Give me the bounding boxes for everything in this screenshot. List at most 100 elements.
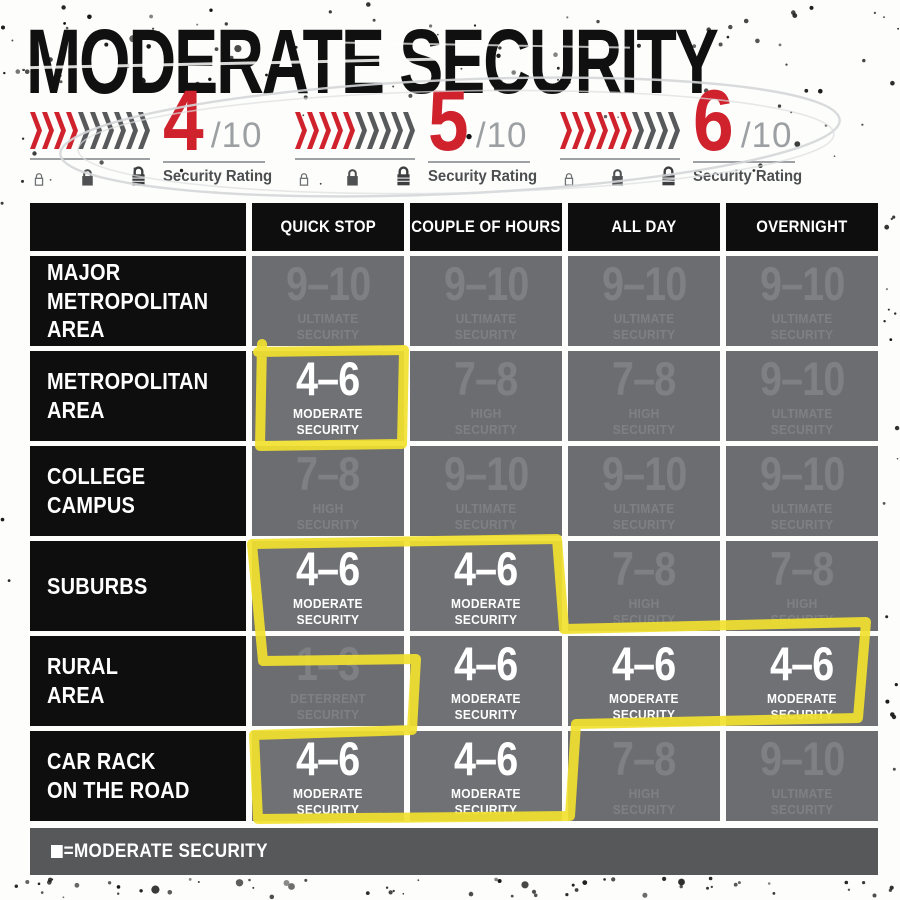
table-cell: 9–10 ULTIMATE SECURITY bbox=[568, 446, 720, 536]
chevron-gray-icon bbox=[138, 112, 150, 149]
ratings-row: 4/10 Security Rating 5/10 Security Rating 6/… bbox=[30, 73, 802, 187]
rating-value: 6 bbox=[693, 73, 734, 169]
chevron-red-icon bbox=[620, 112, 632, 149]
chevron-gray-icon bbox=[90, 112, 102, 149]
chevron-red-icon bbox=[307, 112, 319, 149]
cell-level: MODERATE SECURITY bbox=[293, 786, 363, 817]
row-header: MAJOR METROPOLITAN AREA bbox=[30, 256, 246, 346]
rating-caption: Security Rating bbox=[163, 168, 273, 185]
table-cell: 4–6 MODERATE SECURITY bbox=[410, 541, 562, 631]
table-cell: 4–6 MODERATE SECURITY bbox=[252, 541, 404, 631]
table-cell: 7–8 HIGH SECURITY bbox=[568, 541, 720, 631]
column-header: QUICK STOP bbox=[252, 203, 404, 251]
divider-line bbox=[560, 158, 680, 160]
padlock-icon bbox=[397, 166, 410, 186]
cell-range: 7–8 bbox=[770, 542, 834, 596]
chevron-gray-icon bbox=[644, 112, 656, 149]
chevron-band bbox=[30, 112, 150, 149]
rating-caption: Security Rating bbox=[428, 168, 538, 185]
chevron-gray-icon bbox=[668, 112, 680, 149]
cell-level: MODERATE SECURITY bbox=[451, 786, 521, 817]
table-cell: 9–10 ULTIMATE SECURITY bbox=[726, 446, 878, 536]
cell-range: 4–6 bbox=[770, 637, 834, 691]
rating-group: 5/10 Security Rating bbox=[295, 73, 538, 187]
chevron-red-icon bbox=[30, 112, 42, 149]
chevron-band bbox=[295, 112, 415, 149]
table-cell: 7–8 HIGH SECURITY bbox=[568, 731, 720, 821]
row-header-label: RURAL AREA bbox=[47, 653, 119, 708]
chevron-red-icon bbox=[42, 112, 54, 149]
column-header-label: OVERNIGHT bbox=[756, 217, 848, 236]
chevron-red-icon bbox=[54, 112, 66, 149]
column-header-label: COUPLE OF HOURS bbox=[411, 217, 561, 236]
chevron-gray-icon bbox=[403, 112, 415, 149]
rating-number-row: 4/10 bbox=[163, 73, 265, 169]
table-cell: 9–10 ULTIMATE SECURITY bbox=[568, 256, 720, 346]
row-header-label: CAR RACK ON THE ROAD bbox=[47, 748, 190, 803]
table-cell: 7–8 HIGH SECURITY bbox=[252, 446, 404, 536]
cell-range: 4–6 bbox=[454, 637, 518, 691]
row-header: RURAL AREA bbox=[30, 636, 246, 726]
table-cell: 4–6 MODERATE SECURITY bbox=[252, 351, 404, 441]
cell-level: DETERRENT SECURITY bbox=[290, 691, 366, 722]
rating-number-column: 4/10 Security Rating bbox=[163, 73, 273, 187]
row-header: CAR RACK ON THE ROAD bbox=[30, 731, 246, 821]
rating-chevron-column bbox=[560, 112, 680, 187]
rating-group: 6/10 Security Rating bbox=[560, 73, 802, 187]
corner-header-cell bbox=[30, 203, 246, 251]
cell-range: 1–3 bbox=[296, 637, 360, 691]
padlock-icon bbox=[34, 173, 44, 186]
rating-denominator: /10 bbox=[740, 116, 793, 155]
table-cell: 1–3 DETERRENT SECURITY bbox=[252, 636, 404, 726]
table-cell: 4–6 MODERATE SECURITY bbox=[568, 636, 720, 726]
legend-label: =MODERATE SECURITY bbox=[63, 840, 268, 862]
table-cell: 7–8 HIGH SECURITY bbox=[568, 351, 720, 441]
table-cell: 9–10 ULTIMATE SECURITY bbox=[726, 351, 878, 441]
chevron-gray-icon bbox=[126, 112, 138, 149]
chevron-gray-icon bbox=[102, 112, 114, 149]
chevron-gray-icon bbox=[355, 112, 367, 149]
cell-level: MODERATE SECURITY bbox=[293, 406, 363, 437]
chevron-red-icon bbox=[319, 112, 331, 149]
cell-level: MODERATE SECURITY bbox=[767, 691, 837, 722]
table-cell: 4–6 MODERATE SECURITY bbox=[726, 636, 878, 726]
table-cell: 7–8 HIGH SECURITY bbox=[726, 541, 878, 631]
chevron-red-icon bbox=[560, 112, 572, 149]
cell-range: 4–6 bbox=[296, 732, 360, 786]
cell-level: ULTIMATE SECURITY bbox=[454, 501, 518, 532]
rating-value: 5 bbox=[428, 73, 469, 169]
table-cell: 4–6 MODERATE SECURITY bbox=[410, 636, 562, 726]
cell-level: ULTIMATE SECURITY bbox=[770, 311, 834, 342]
cell-range: 4–6 bbox=[296, 352, 360, 406]
cell-level: HIGH SECURITY bbox=[612, 596, 676, 627]
cell-range: 7–8 bbox=[296, 447, 360, 501]
row-header-label: MAJOR METROPOLITAN AREA bbox=[47, 259, 209, 343]
cell-level: HIGH SECURITY bbox=[612, 406, 676, 437]
security-table: QUICK STOP COUPLE OF HOURS ALL DAY OVERNIGH… bbox=[30, 203, 878, 821]
cell-range: 4–6 bbox=[296, 542, 360, 596]
cell-level: HIGH SECURITY bbox=[454, 406, 518, 437]
cell-range: 7–8 bbox=[612, 732, 676, 786]
cell-range: 9–10 bbox=[759, 352, 845, 406]
padlock-icon bbox=[347, 169, 358, 186]
cell-range: 7–8 bbox=[612, 352, 676, 406]
row-header-label: SUBURBS bbox=[47, 572, 148, 599]
chevron-gray-icon bbox=[391, 112, 403, 149]
rating-number-row: 5/10 bbox=[428, 73, 530, 169]
chevron-red-icon bbox=[596, 112, 608, 149]
chevron-red-icon bbox=[343, 112, 355, 149]
cell-range: 9–10 bbox=[601, 257, 687, 311]
rating-chevron-column bbox=[30, 112, 150, 187]
table-cell: 9–10 ULTIMATE SECURITY bbox=[410, 446, 562, 536]
rating-number-column: 5/10 Security Rating bbox=[428, 73, 538, 187]
cell-range: 9–10 bbox=[443, 447, 529, 501]
cell-range: 4–6 bbox=[454, 542, 518, 596]
cell-level: MODERATE SECURITY bbox=[609, 691, 679, 722]
chevron-red-icon bbox=[66, 112, 78, 149]
chevron-red-icon bbox=[608, 112, 620, 149]
chevron-red-icon bbox=[572, 112, 584, 149]
cell-range: 9–10 bbox=[443, 257, 529, 311]
rating-value: 4 bbox=[163, 73, 204, 169]
cell-level: ULTIMATE SECURITY bbox=[296, 311, 360, 342]
cell-level: ULTIMATE SECURITY bbox=[454, 311, 518, 342]
